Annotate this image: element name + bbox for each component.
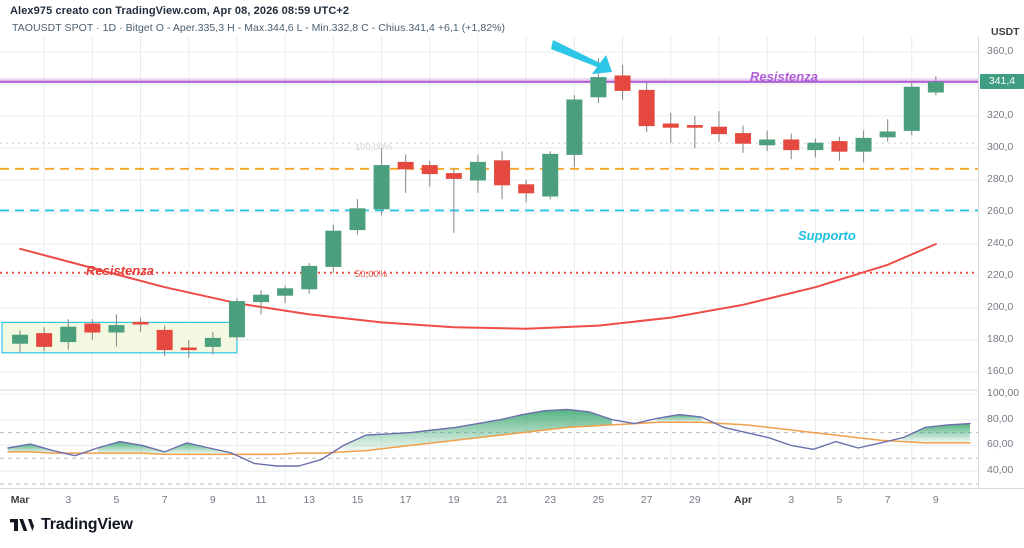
moving-average-red-line bbox=[19, 243, 937, 330]
rsi-tick: 60,00 bbox=[987, 438, 1014, 451]
time-tick: 7 bbox=[884, 494, 891, 506]
chart-legend-ohlc: TAOUSDT SPOT · 1D · Bitget O - Aper.335,… bbox=[12, 22, 506, 34]
price-tick: 300,0 bbox=[987, 141, 1014, 153]
time-tick: 25 bbox=[592, 494, 605, 506]
time-tick: 9 bbox=[209, 494, 216, 506]
chart-plot-area[interactable]: Resistenza Supporto Resistenza 100,00% 5… bbox=[0, 36, 978, 488]
time-tick: 19 bbox=[448, 494, 460, 506]
tradingview-logo-icon bbox=[10, 519, 34, 531]
time-tick: 27 bbox=[640, 494, 653, 506]
label-resistenza-purple: Resistenza bbox=[750, 69, 818, 84]
label-fib-50: 50,00% bbox=[355, 269, 388, 280]
time-tick: 7 bbox=[161, 494, 168, 506]
price-axis[interactable]: USDT 360,0 320,0 300,0 280,0 260,0 240,0 220,0… bbox=[978, 26, 1024, 488]
time-axis[interactable]: Mar 3 5 7 9 11 13 15 17 19 21 23 25 27 29 Apr 3 5 7 9 bbox=[0, 488, 1024, 510]
time-tick: 15 bbox=[351, 494, 364, 506]
price-tick: 220,0 bbox=[987, 269, 1014, 281]
label-supporto: Supporto bbox=[798, 228, 856, 243]
time-tick: 5 bbox=[836, 494, 843, 506]
price-tick: 180,0 bbox=[987, 333, 1014, 345]
arrow-marker-icon bbox=[551, 40, 612, 74]
time-tick: 5 bbox=[113, 494, 120, 506]
time-tick: 13 bbox=[303, 494, 316, 506]
label-fib-100: 100,00% bbox=[355, 142, 393, 153]
time-tick: 3 bbox=[65, 494, 72, 506]
chart-canvas bbox=[0, 36, 978, 488]
price-tick: 280,0 bbox=[987, 173, 1014, 185]
time-tick: 17 bbox=[399, 494, 412, 506]
rsi-tick: 80,00 bbox=[987, 412, 1014, 425]
last-price-badge[interactable]: 341,4 bbox=[980, 74, 1024, 90]
price-tick: 160,0 bbox=[987, 365, 1014, 377]
candlestick-series bbox=[12, 58, 944, 358]
price-tick: 260,0 bbox=[987, 205, 1014, 217]
tradingview-brand-name: TradingView bbox=[41, 516, 133, 533]
time-tick: Mar bbox=[10, 494, 30, 506]
horizontal-levels bbox=[0, 78, 978, 274]
price-tick: 360,0 bbox=[987, 45, 1014, 57]
time-tick: 21 bbox=[496, 494, 508, 506]
time-tick: 9 bbox=[932, 494, 939, 506]
price-tick: 320,0 bbox=[987, 109, 1014, 121]
tradingview-footer: TradingView bbox=[10, 516, 133, 534]
time-tick: 23 bbox=[544, 494, 557, 506]
label-resistenza-red: Resistenza bbox=[86, 263, 154, 278]
price-tick: 240,0 bbox=[987, 237, 1014, 249]
time-tick: 11 bbox=[255, 494, 267, 506]
rsi-tick: 40,00 bbox=[987, 464, 1014, 477]
time-tick: Apr bbox=[734, 494, 753, 506]
time-tick: 3 bbox=[788, 494, 795, 506]
watermark-text: Alex975 creato con TradingView.com, Apr … bbox=[10, 5, 350, 17]
rsi-subchart bbox=[0, 393, 978, 485]
price-axis-title: USDT bbox=[991, 26, 1020, 38]
rsi-tick: 100,00 bbox=[987, 387, 1020, 399]
price-tick: 200,0 bbox=[987, 301, 1014, 313]
time-tick: 29 bbox=[689, 494, 701, 506]
